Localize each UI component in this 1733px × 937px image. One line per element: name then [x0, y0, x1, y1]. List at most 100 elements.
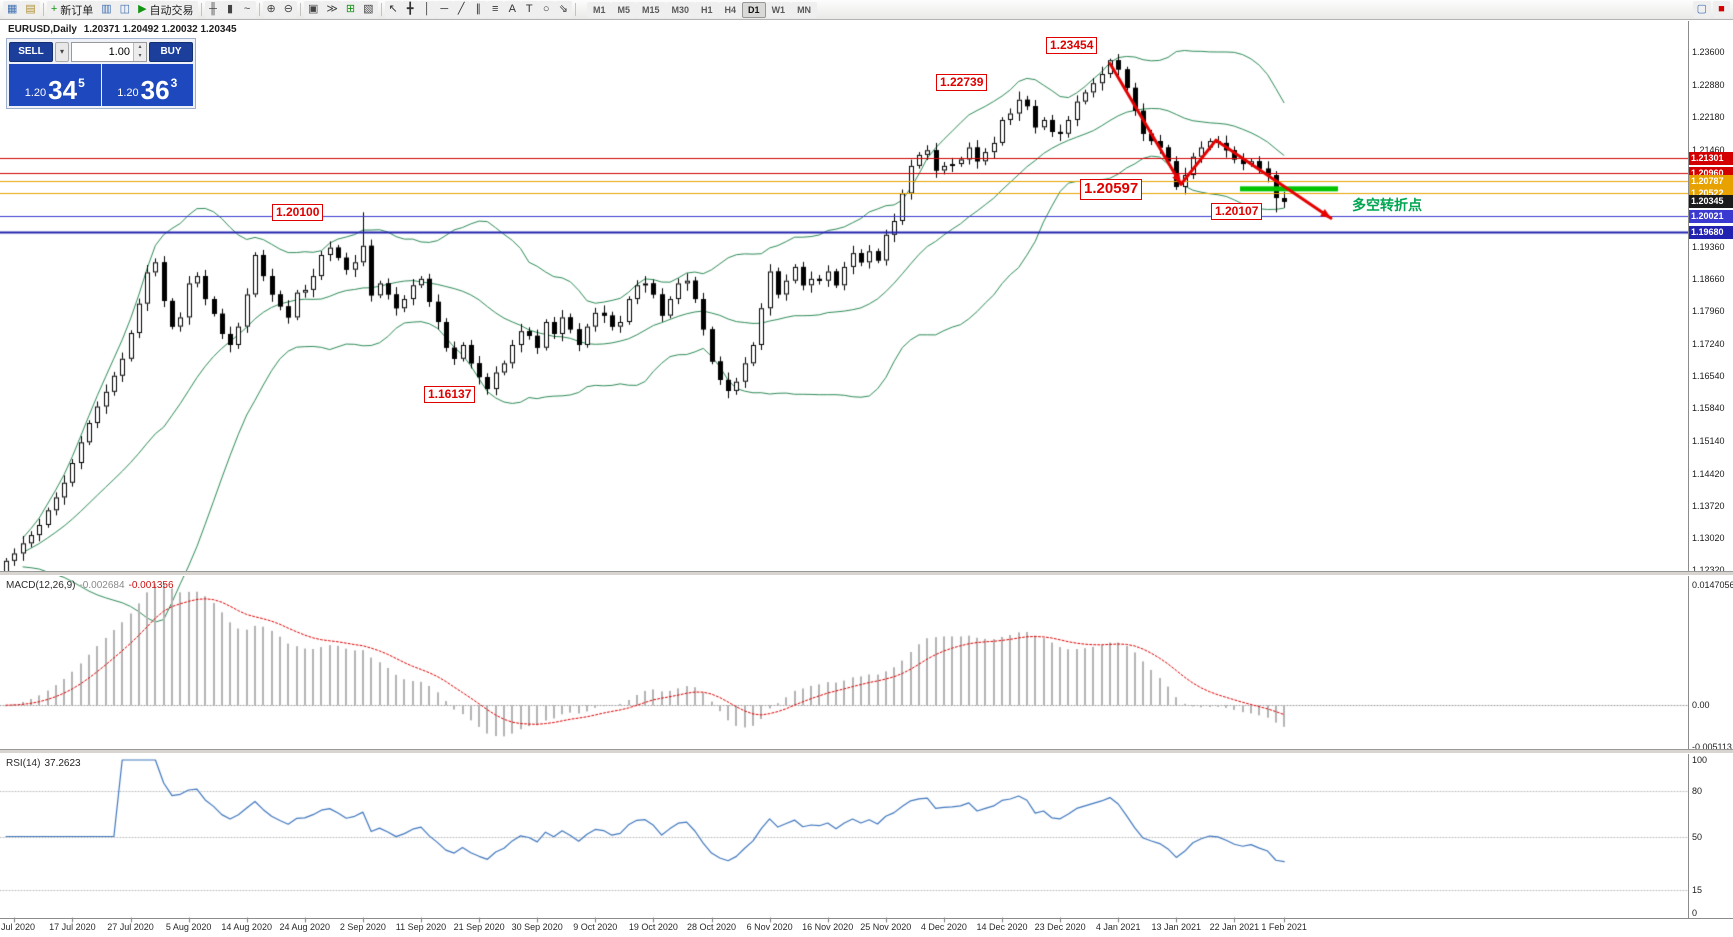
price-tick-label: 1.17960 — [1692, 306, 1725, 316]
indicators-icon[interactable]: ⊞ — [341, 1, 360, 18]
fibonacci-icon: ≡ — [492, 3, 499, 15]
indicators-icon: ⊞ — [345, 3, 356, 15]
timeframe-button-h4[interactable]: H4 — [718, 1, 743, 18]
new-chart-icon[interactable]: ▦ — [3, 1, 22, 18]
date-label: 1 Jul 2020 — [0, 922, 36, 932]
line-chart-icon[interactable]: ~ — [238, 1, 256, 18]
timeframe-button-mn[interactable]: MN — [791, 1, 818, 18]
price-tick-label: 1.21460 — [1692, 145, 1725, 156]
volume-input[interactable] — [72, 42, 133, 61]
chart-symbol-label: EURUSD,Daily 1.20371 1.20492 1.20032 1.2… — [8, 24, 237, 35]
price-annotation[interactable]: 1.20597 — [1080, 178, 1143, 200]
tile-windows-icon[interactable]: ▣ — [303, 1, 323, 18]
rsi-indicator-label: RSI(14) 37.2623 — [6, 758, 81, 769]
docking-icon[interactable]: ▢ — [1692, 1, 1711, 18]
trendline-icon[interactable]: ╱ — [452, 1, 470, 18]
data-window-icon[interactable]: ◫ — [115, 1, 135, 18]
price-chart-canvas[interactable] — [0, 0, 1688, 937]
alert-icon[interactable]: ■ — [1713, 1, 1730, 18]
date-label: 4 Dec 2020 — [920, 922, 967, 932]
buy-button[interactable]: BUY — [149, 41, 193, 62]
crosshair-icon: ╋ — [406, 3, 414, 15]
macd-name: MACD(12,26,9) — [6, 580, 76, 591]
text-icon[interactable]: A — [503, 1, 521, 18]
price-annotation[interactable]: 1.22739 — [936, 73, 988, 91]
timeframe-button-h1[interactable]: H1 — [695, 1, 719, 18]
zoom-out-icon[interactable]: ⊖ — [279, 1, 297, 18]
macd-signal-value: -0.001356 — [128, 580, 174, 591]
cursor-icon: ↖ — [388, 3, 398, 15]
date-label: 21 Sep 2020 — [453, 922, 505, 932]
arrow-objects-icon: ⇘ — [558, 3, 568, 15]
rsi-scale-label: 0 — [1692, 908, 1698, 918]
price-annotation[interactable]: 1.23454 — [1046, 36, 1098, 54]
buy-price-prefix: 1.20 — [117, 87, 139, 99]
panel-separator[interactable] — [0, 749, 1733, 754]
sell-button[interactable]: SELL — [9, 41, 53, 62]
timeframe-button-w1[interactable]: W1 — [765, 1, 792, 18]
spin-up-icon[interactable]: ▴ — [134, 42, 146, 52]
date-label: 2 Sep 2020 — [339, 922, 386, 932]
price-tick-label: 1.19360 — [1692, 241, 1725, 252]
market-watch-icon[interactable]: ▥ — [97, 1, 116, 18]
date-label: 25 Nov 2020 — [860, 922, 912, 932]
buy-price-big: 36 — [140, 74, 170, 105]
volume-dropdown-button[interactable]: ▾ — [55, 41, 69, 62]
line-chart-icon: ~ — [243, 3, 251, 15]
price-tag-120345: 1.20345 — [1689, 195, 1733, 209]
vertical-line-icon[interactable]: │ — [418, 1, 436, 18]
timeframe-button-m30[interactable]: M30 — [665, 1, 696, 18]
price-annotation[interactable]: 1.20107 — [1211, 203, 1263, 221]
price-annotation[interactable]: 1.20100 — [272, 203, 324, 221]
date-label: 24 Aug 2020 — [279, 922, 331, 932]
ohlc-values: 1.20371 1.20492 1.20032 1.20345 — [83, 24, 237, 35]
price-tag-120021: 1.20021 — [1689, 210, 1733, 224]
autotrade-icon: ▶ — [138, 3, 147, 15]
autotrade-button[interactable]: ▶ 自动交易 — [134, 1, 198, 18]
crosshair-icon[interactable]: ╋ — [401, 1, 419, 18]
timeframe-button-m15[interactable]: M15 — [635, 1, 666, 18]
docking-icon: ▢ — [1696, 3, 1707, 15]
price-tick-label: 1.22880 — [1692, 80, 1725, 91]
horizontal-line-icon[interactable]: ─ — [435, 1, 453, 18]
rsi-value: 37.2623 — [44, 758, 81, 769]
fibonacci-icon[interactable]: ≡ — [486, 1, 504, 18]
zoom-out-icon: ⊖ — [283, 3, 293, 15]
timeframe-button-m1[interactable]: M1 — [586, 1, 612, 18]
shapes-icon[interactable]: ○ — [537, 1, 555, 18]
auto-scroll-icon[interactable]: ≫ — [322, 1, 342, 18]
main-toolbar: ▦ ▤ + 新订单 ▥ ◫ ▶ 自动交易 ╫ ▮ ~ ⊕ ⊖ ▣ ≫ ⊞ ▧ ↖ ╋ │ ─ ╱ ∥ ≡ A T ○ ⇘ M1 M5 M1… — [0, 0, 1733, 20]
arrow-objects-icon[interactable]: ⇘ — [554, 1, 572, 18]
date-label: 28 Oct 2020 — [686, 922, 737, 932]
new-order-button[interactable]: + 新订单 — [46, 1, 98, 18]
date-label: 11 Sep 2020 — [395, 922, 447, 932]
templates-icon[interactable]: ▧ — [359, 1, 378, 18]
macd-main-value: -0.002684 — [79, 580, 125, 591]
candlestick-chart-icon[interactable]: ▮ — [221, 1, 239, 18]
macd-indicator-label: MACD(12,26,9) -0.002684 -0.001356 — [6, 580, 174, 591]
zoom-in-icon[interactable]: ⊕ — [262, 1, 280, 18]
shapes-icon: ○ — [542, 3, 550, 15]
sell-price-display[interactable]: 1.20 34 5 — [9, 64, 101, 106]
spin-down-icon[interactable]: ▾ — [134, 51, 146, 61]
toolbar-separator — [380, 3, 382, 16]
price-tick-label: 1.15140 — [1692, 435, 1725, 446]
turning-point-label[interactable]: 多空转折点 — [1352, 197, 1422, 213]
sell-price-big: 34 — [48, 74, 78, 105]
timeframe-button-m5[interactable]: M5 — [611, 1, 636, 18]
profiles-icon[interactable]: ▤ — [21, 1, 40, 18]
text-label-icon[interactable]: T — [520, 1, 538, 18]
date-label: 23 Dec 2020 — [1034, 922, 1086, 932]
timeframe-button-d1[interactable]: D1 — [742, 1, 766, 18]
price-tick-label: 1.12320 — [1692, 565, 1725, 575]
channel-icon[interactable]: ∥ — [469, 1, 487, 18]
price-annotation[interactable]: 1.16137 — [424, 385, 476, 403]
candlestick-chart-icon: ▮ — [227, 3, 234, 15]
panel-separator[interactable] — [0, 571, 1733, 576]
market-watch-icon: ▥ — [101, 3, 112, 15]
cursor-icon[interactable]: ↖ — [384, 1, 402, 18]
toolbar-separator — [299, 3, 301, 16]
buy-price-display[interactable]: 1.20 36 3 — [101, 64, 193, 106]
bars-chart-icon[interactable]: ╫ — [204, 1, 222, 18]
